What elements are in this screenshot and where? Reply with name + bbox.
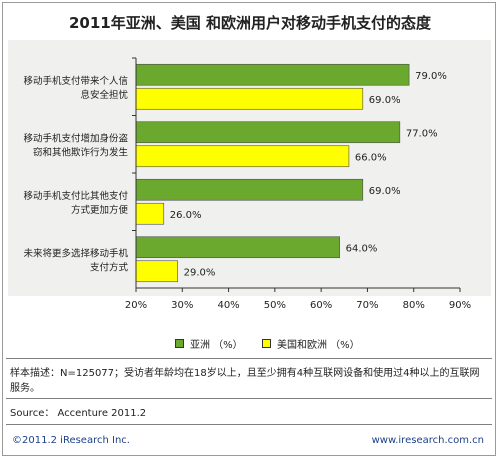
data-label: 64.0%	[346, 243, 378, 254]
x-tick-label: 20%	[125, 300, 147, 311]
category-label: 移动手机支付带来个人信	[23, 75, 128, 87]
category-label: 未来将更多选择移动手机	[23, 247, 128, 259]
divider-bottom	[6, 424, 492, 425]
legend-item-asia: 亚洲 （%）	[175, 336, 243, 351]
category-label: 息安全担忧	[80, 89, 128, 101]
x-tick-label: 30%	[171, 300, 193, 311]
category-label: 移动手机支付比其他支付	[23, 190, 128, 202]
x-tick-label: 60%	[310, 300, 332, 311]
data-label: 77.0%	[406, 128, 438, 139]
bar-asia-3	[135, 236, 340, 259]
data-label: 29.0%	[184, 267, 216, 278]
website-text: www.iresearch.com.cn	[371, 435, 484, 446]
data-label: 66.0%	[355, 152, 387, 163]
category-label: 窃和其他欺诈行为发生	[33, 146, 129, 158]
bar-us-europe-2	[135, 202, 165, 225]
category-label: 方式更加方便	[71, 204, 129, 216]
x-tick-label: 50%	[264, 300, 286, 311]
data-label: 69.0%	[369, 95, 401, 106]
legend-item-us-europe: 美国和欧洲 （%）	[262, 336, 360, 351]
data-label: 79.0%	[415, 71, 447, 82]
x-tick-label: 70%	[356, 300, 378, 311]
bar-us-europe-0	[135, 87, 364, 110]
x-tick-label: 40%	[217, 300, 239, 311]
legend-swatch-asia	[175, 339, 184, 348]
divider-middle	[6, 398, 492, 399]
bar-asia-0	[135, 63, 410, 86]
bar-asia-2	[135, 178, 364, 201]
bar-asia-1	[135, 121, 401, 144]
source-line: Source： Accenture 2011.2	[10, 408, 147, 419]
copyright-text: ©2011.2 iResearch Inc.	[12, 435, 130, 446]
legend-label-us-europe: 美国和欧洲 （%）	[277, 340, 360, 351]
bar-us-europe-1	[135, 145, 350, 168]
legend-label-asia: 亚洲 （%）	[190, 340, 243, 351]
divider-top	[6, 358, 492, 359]
x-tick-label: 90%	[449, 300, 471, 311]
chart-title: 2011年亚洲、美国 和欧洲用户对移动手机支付的态度	[69, 14, 431, 32]
data-label: 26.0%	[170, 210, 202, 221]
data-label: 69.0%	[369, 186, 401, 197]
sample-note: 样本描述：N=125077；受访者年龄均在18岁以上，且至少拥有4种互联网设备和…	[10, 368, 480, 394]
x-tick-label: 80%	[403, 300, 425, 311]
category-label: 支付方式	[90, 261, 129, 273]
legend-swatch-us-europe	[262, 339, 271, 348]
category-label: 移动手机支付增加身份盗	[23, 132, 128, 144]
bar-us-europe-3	[135, 260, 178, 283]
